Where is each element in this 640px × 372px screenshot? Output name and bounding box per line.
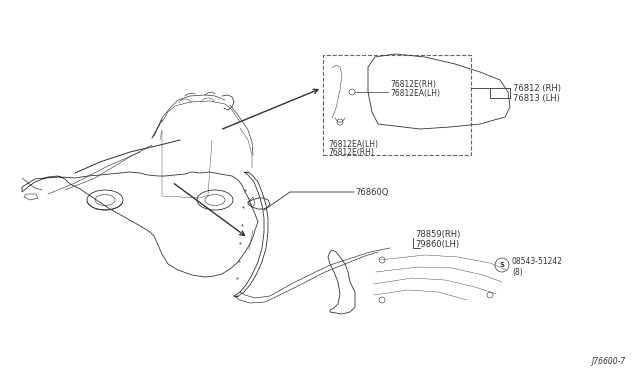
Text: 76812 (RH): 76812 (RH) bbox=[513, 83, 561, 93]
Text: 79860(LH): 79860(LH) bbox=[415, 241, 459, 250]
Text: 78859(RH): 78859(RH) bbox=[415, 231, 460, 240]
Text: 76860Q: 76860Q bbox=[355, 187, 388, 196]
Text: 76812E(RH): 76812E(RH) bbox=[328, 148, 374, 157]
Bar bbox=[323, 55, 471, 155]
Text: 76812E(RH): 76812E(RH) bbox=[390, 80, 436, 89]
Text: 76812EA(LH): 76812EA(LH) bbox=[390, 89, 440, 98]
Text: S: S bbox=[499, 262, 504, 268]
Text: J76600-7: J76600-7 bbox=[591, 357, 625, 366]
Text: 76812EA(LH): 76812EA(LH) bbox=[328, 140, 378, 149]
Text: 76813 (LH): 76813 (LH) bbox=[513, 93, 560, 103]
Text: 08543-51242: 08543-51242 bbox=[512, 257, 563, 266]
Text: (8): (8) bbox=[512, 267, 523, 276]
